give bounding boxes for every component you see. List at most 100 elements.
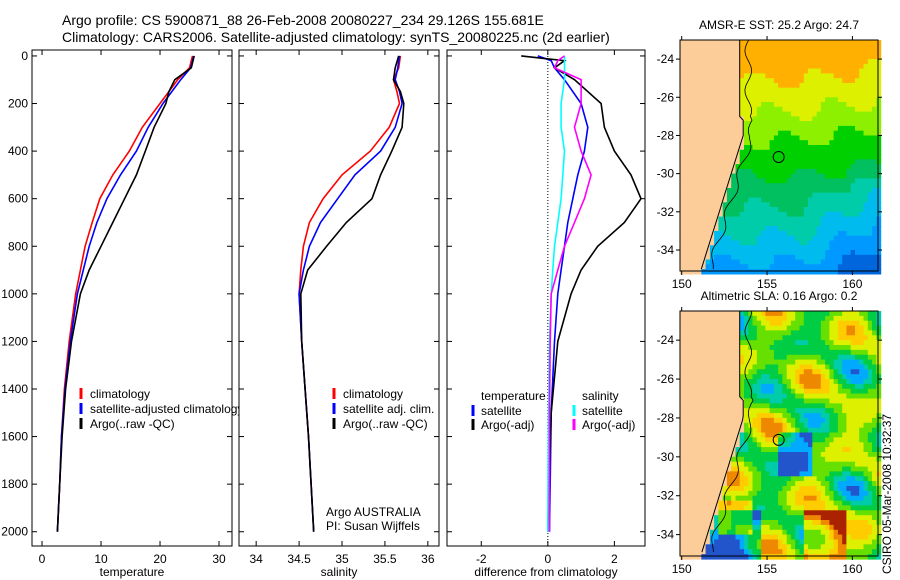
ocean-cell — [855, 73, 860, 79]
ocean-cell — [786, 495, 792, 502]
ocean-cell — [790, 130, 796, 137]
ocean-cell — [863, 254, 869, 261]
land-cell — [709, 447, 715, 453]
ocean-cell — [846, 364, 852, 370]
ocean-cell — [744, 145, 749, 151]
land-cell — [714, 364, 719, 370]
ocean-cell — [855, 388, 860, 395]
ocean-cell — [825, 393, 830, 400]
ocean-cell — [846, 452, 852, 458]
ocean-cell — [846, 549, 852, 555]
ocean-cell — [773, 173, 779, 179]
ocean-cell — [808, 524, 813, 531]
ocean-cell — [752, 250, 758, 256]
ocean-cell — [808, 447, 813, 453]
land-cell — [726, 154, 732, 160]
ocean-cell — [833, 330, 839, 336]
ocean-cell — [825, 383, 830, 390]
land-cell — [714, 130, 719, 137]
ocean-cell — [855, 393, 860, 400]
ocean-cell — [816, 437, 822, 443]
ocean-cell — [799, 359, 805, 366]
ocean-cell — [735, 534, 741, 541]
ocean-cell — [846, 524, 852, 531]
ocean-cell — [876, 87, 882, 94]
land-cell — [731, 121, 737, 127]
ocean-cell — [773, 515, 779, 521]
ocean-cell — [825, 315, 830, 322]
ocean-cell — [829, 73, 835, 79]
ocean-cell — [739, 481, 745, 487]
ocean-cell — [735, 554, 741, 560]
land-cell — [680, 456, 685, 463]
ocean-cell — [739, 379, 745, 385]
land-cell — [705, 97, 711, 103]
land-cell — [705, 403, 711, 409]
ocean-cell — [846, 183, 852, 189]
land-cell — [705, 111, 711, 117]
ocean-cell — [748, 264, 754, 270]
land-cell — [714, 49, 719, 55]
ocean-cell — [739, 111, 745, 117]
ocean-cell — [795, 59, 801, 65]
ocean-cell — [816, 505, 822, 511]
ocean-cell — [761, 130, 766, 137]
ocean-cell — [872, 349, 877, 356]
ocean-cell — [833, 320, 839, 327]
ocean-cell — [876, 192, 882, 199]
ocean-cell — [769, 216, 775, 222]
land-cell — [701, 230, 707, 237]
land-cell — [688, 330, 694, 336]
ocean-cell — [752, 456, 758, 463]
ocean-cell — [833, 379, 839, 385]
ocean-cell — [833, 135, 839, 141]
ocean-cell — [872, 73, 877, 79]
ocean-cell — [782, 149, 788, 156]
ocean-cell — [782, 202, 788, 208]
land-cell — [701, 49, 707, 55]
ocean-cell — [786, 164, 792, 170]
land-cell — [705, 413, 711, 419]
land-cell — [714, 413, 719, 419]
ocean-cell — [859, 159, 865, 165]
ocean-cell — [765, 481, 771, 487]
land-cell — [726, 432, 732, 438]
ocean-cell — [778, 63, 783, 70]
ocean-cell — [752, 544, 758, 550]
ocean-cell — [778, 145, 783, 151]
land-cell — [701, 427, 707, 434]
ocean-cell — [867, 383, 873, 390]
land-cell — [697, 68, 702, 74]
legend-label: climatology — [90, 387, 150, 401]
ocean-cell — [825, 245, 830, 251]
ocean-cell — [765, 544, 771, 550]
ocean-cell — [812, 145, 818, 151]
ocean-cell — [850, 413, 856, 419]
ocean-cell — [850, 330, 856, 336]
ocean-cell — [820, 140, 826, 146]
land-cell — [718, 340, 724, 346]
land-cell — [692, 235, 698, 242]
ocean-cell — [795, 471, 801, 477]
land-cell — [718, 320, 724, 327]
ocean-cell — [842, 188, 848, 194]
ocean-cell — [782, 500, 788, 507]
ocean-cell — [782, 226, 788, 232]
ocean-cell — [812, 529, 818, 536]
ocean-cell — [876, 154, 882, 160]
ocean-cell — [795, 320, 801, 327]
ocean-cell — [786, 500, 792, 507]
ocean-cell — [739, 383, 745, 390]
ocean-cell — [846, 207, 852, 213]
ocean-cell — [820, 393, 826, 400]
land-cell — [688, 264, 694, 270]
ocean-cell — [786, 413, 792, 419]
land-cell — [680, 135, 685, 141]
ocean-cell — [850, 432, 856, 438]
ocean-cell — [726, 495, 732, 502]
ocean-cell — [872, 432, 877, 438]
ocean-cell — [808, 235, 813, 242]
ocean-cell — [748, 520, 754, 526]
ocean-cell — [820, 330, 826, 336]
land-cell — [705, 486, 711, 492]
